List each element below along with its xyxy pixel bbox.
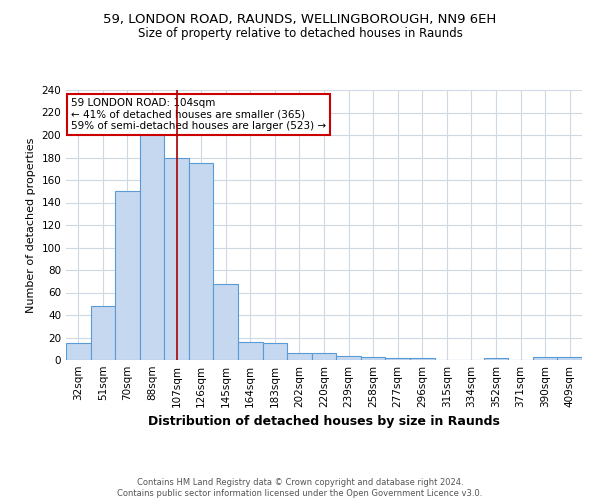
Bar <box>484 358 508 360</box>
Bar <box>361 356 385 360</box>
Bar <box>91 306 115 360</box>
Bar <box>66 343 91 360</box>
Bar <box>287 353 312 360</box>
Bar <box>164 158 189 360</box>
Bar <box>410 358 434 360</box>
Bar <box>115 191 140 360</box>
Bar <box>385 358 410 360</box>
Text: 59, LONDON ROAD, RAUNDS, WELLINGBOROUGH, NN9 6EH: 59, LONDON ROAD, RAUNDS, WELLINGBOROUGH,… <box>103 12 497 26</box>
Text: 59 LONDON ROAD: 104sqm
← 41% of detached houses are smaller (365)
59% of semi-de: 59 LONDON ROAD: 104sqm ← 41% of detached… <box>71 98 326 132</box>
Y-axis label: Number of detached properties: Number of detached properties <box>26 138 36 312</box>
Bar <box>557 356 582 360</box>
X-axis label: Distribution of detached houses by size in Raunds: Distribution of detached houses by size … <box>148 416 500 428</box>
Bar <box>214 284 238 360</box>
Bar <box>533 356 557 360</box>
Bar <box>312 353 336 360</box>
Text: Contains HM Land Registry data © Crown copyright and database right 2024.
Contai: Contains HM Land Registry data © Crown c… <box>118 478 482 498</box>
Text: Size of property relative to detached houses in Raunds: Size of property relative to detached ho… <box>137 28 463 40</box>
Bar <box>189 163 214 360</box>
Bar <box>336 356 361 360</box>
Bar <box>140 130 164 360</box>
Bar <box>263 343 287 360</box>
Bar <box>238 342 263 360</box>
